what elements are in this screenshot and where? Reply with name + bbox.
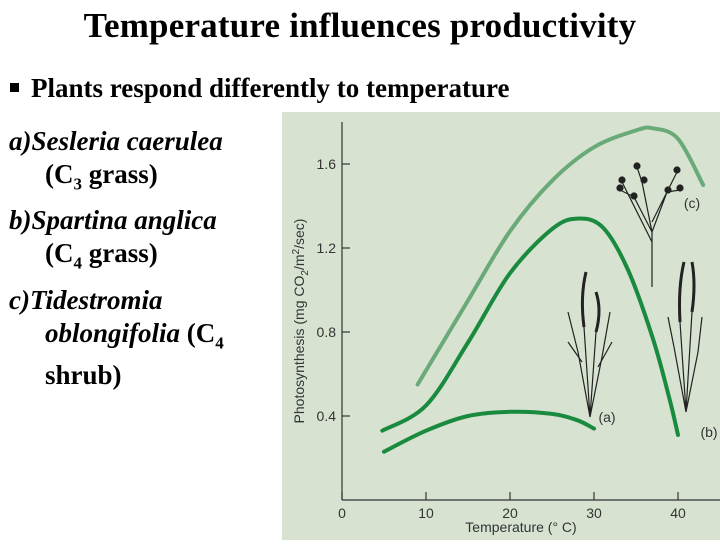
series-label-b: (b)	[700, 424, 717, 440]
bullet-square-icon	[10, 83, 19, 93]
slide-title: Temperature influences productivity	[83, 6, 637, 45]
species-desc-pre: (C	[45, 238, 74, 269]
species-name-line1: Tidestromia	[29, 284, 163, 315]
species-item-a: a)Sesleria caerulea (C3 grass)	[9, 125, 281, 200]
species-desc-pre: (C	[45, 159, 74, 189]
species-letter: c)	[9, 284, 30, 315]
series-line-b	[380, 216, 680, 437]
x-axis-label: Temperature (° C)	[465, 519, 576, 535]
x-tick-label: 30	[586, 505, 602, 521]
plant-illustration-b	[667, 261, 703, 413]
y-axis-label: Photosynthesis (mg CO2/m2/sec)	[291, 219, 311, 424]
chart-panel-background	[282, 112, 720, 540]
y-tick-label: 0.4	[317, 408, 337, 424]
chart-ticks: 0 10 20 30 40 0.4 0.8 1.2 1.6 Temperature (° C) Ph…	[291, 156, 686, 535]
species-desc-line3: shrub)	[45, 360, 122, 391]
x-tick-label: 0	[338, 505, 346, 521]
species-name: Sesleria caerulea	[31, 126, 223, 156]
photosynthesis-chart: 0 10 20 30 40 0.4 0.8 1.2 1.6 Temperature (° C) Ph…	[282, 112, 720, 540]
x-tick-label: 40	[670, 505, 686, 521]
species-desc-sub: 4	[73, 253, 83, 273]
x-tick-label: 10	[418, 505, 434, 521]
species-desc-pre: (C	[180, 317, 216, 348]
chart-axes	[341, 122, 720, 501]
y-tick-label: 1.2	[317, 240, 337, 256]
species-desc-post: grass)	[82, 238, 158, 269]
species-letter: b)	[9, 205, 32, 236]
species-item-b: b)Spartina anglica (C4 grass)	[9, 204, 281, 279]
species-desc-sub: 4	[215, 333, 224, 353]
species-desc-post: grass)	[82, 159, 158, 189]
species-desc-sub: 3	[73, 174, 83, 194]
species-letter: a)	[9, 126, 32, 156]
series-line-c	[415, 125, 706, 387]
photosynthesis-figure: 0 10 20 30 40 0.4 0.8 1.2 1.6 Temperature (° C) Ph…	[282, 112, 720, 540]
bullet-text: Plants respond differently to temperatur…	[31, 73, 510, 103]
chart-curves: (a) (b) (c)	[380, 125, 718, 454]
x-tick-label: 20	[502, 505, 518, 521]
series-line-a	[382, 409, 596, 454]
species-name: Spartina anglica	[31, 205, 217, 236]
y-tick-label: 1.6	[317, 156, 337, 172]
bullet-point: Plants respond differently to temperatur…	[10, 73, 509, 104]
species-item-c: c)Tidestromia oblongifolia (C4 shrub)	[9, 284, 281, 392]
plant-illustration-a	[567, 271, 613, 418]
y-tick-label: 0.8	[317, 324, 337, 340]
species-name-line2: oblongifolia	[45, 317, 181, 348]
plant-illustration-c	[616, 162, 684, 287]
series-label-c: (c)	[684, 195, 700, 211]
series-label-a: (a)	[598, 409, 615, 425]
species-list: a)Sesleria caerulea (C3 grass) b)Spartin…	[9, 125, 281, 396]
